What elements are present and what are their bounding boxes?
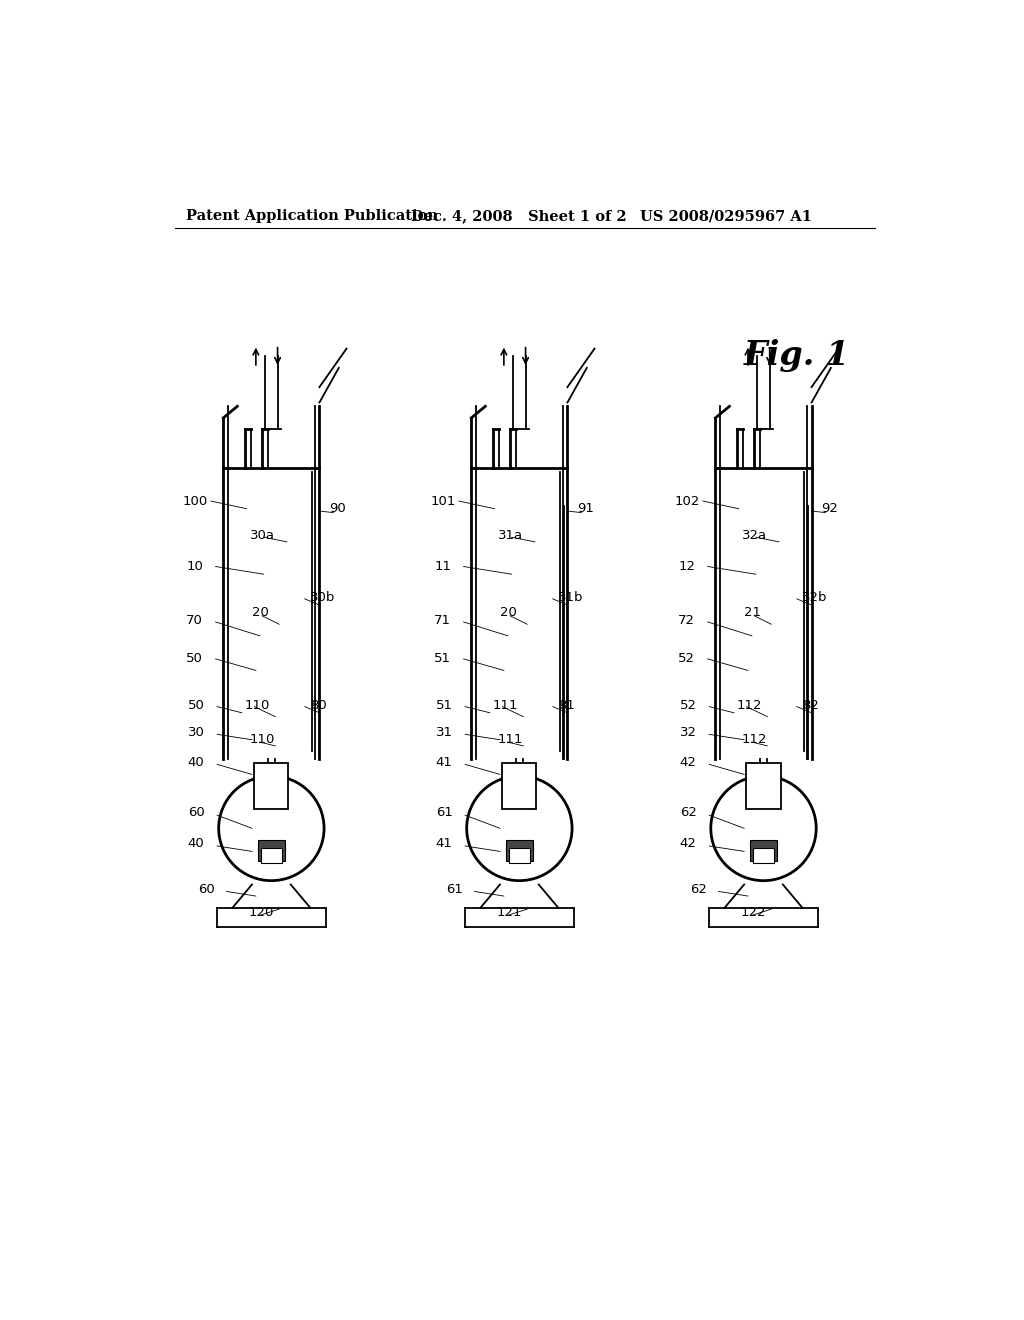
Text: Patent Application Publication: Patent Application Publication [186,209,438,223]
Text: 11: 11 [434,560,452,573]
Text: 31a: 31a [498,529,523,543]
Text: 92: 92 [821,502,839,515]
Bar [753,847,774,863]
Bar [258,840,285,862]
Bar [509,847,530,863]
Text: 12: 12 [678,560,695,573]
Text: 42: 42 [680,756,696,770]
Text: 42: 42 [680,837,696,850]
Text: 120: 120 [248,907,273,920]
Text: 60: 60 [187,807,205,820]
Text: 72: 72 [678,614,695,627]
Bar [751,840,776,862]
Text: 20: 20 [500,606,517,619]
Text: 61: 61 [445,883,463,896]
Text: Dec. 4, 2008   Sheet 1 of 2: Dec. 4, 2008 Sheet 1 of 2 [411,209,627,223]
Text: 50: 50 [186,652,203,665]
Text: 121: 121 [496,907,521,920]
Text: 80: 80 [310,698,327,711]
Bar [746,763,780,809]
Text: 111: 111 [493,698,518,711]
Text: 40: 40 [187,837,205,850]
Bar [260,847,283,863]
Text: 40: 40 [187,756,205,770]
Bar [503,763,537,809]
Text: 62: 62 [680,807,696,820]
Text: 32: 32 [680,726,696,739]
Text: 51: 51 [434,652,452,665]
Text: 110: 110 [250,733,275,746]
Text: 30a: 30a [250,529,274,543]
Text: 100: 100 [182,495,208,508]
Text: 31b: 31b [558,591,584,603]
Text: 110: 110 [245,698,269,711]
Text: 91: 91 [578,502,594,515]
Text: 70: 70 [186,614,203,627]
Text: 52: 52 [680,698,696,711]
Bar [254,763,289,809]
Text: 41: 41 [435,756,453,770]
Text: US 2008/0295967 A1: US 2008/0295967 A1 [640,209,811,223]
Text: 32a: 32a [741,529,767,543]
Text: 50: 50 [187,698,205,711]
Text: 51: 51 [435,698,453,711]
Text: 122: 122 [740,907,766,920]
Text: 21: 21 [744,606,761,619]
Text: 111: 111 [498,733,523,746]
Text: 30: 30 [187,726,205,739]
Text: 62: 62 [690,883,707,896]
Text: 102: 102 [675,495,699,508]
Text: 112: 112 [736,698,762,711]
Text: 81: 81 [558,698,575,711]
Text: 52: 52 [678,652,695,665]
Text: 20: 20 [252,606,269,619]
Text: 31: 31 [435,726,453,739]
Text: 112: 112 [741,733,767,746]
Bar [506,840,532,862]
Text: 61: 61 [435,807,453,820]
Text: 82: 82 [802,698,819,711]
Text: 30b: 30b [310,591,336,603]
Text: 71: 71 [434,614,452,627]
Text: 32b: 32b [802,591,827,603]
Text: Fig. 1: Fig. 1 [744,339,850,372]
Text: 60: 60 [198,883,214,896]
Text: 101: 101 [430,495,456,508]
Text: 41: 41 [435,837,453,850]
Text: 90: 90 [330,502,346,515]
Text: 10: 10 [186,560,203,573]
